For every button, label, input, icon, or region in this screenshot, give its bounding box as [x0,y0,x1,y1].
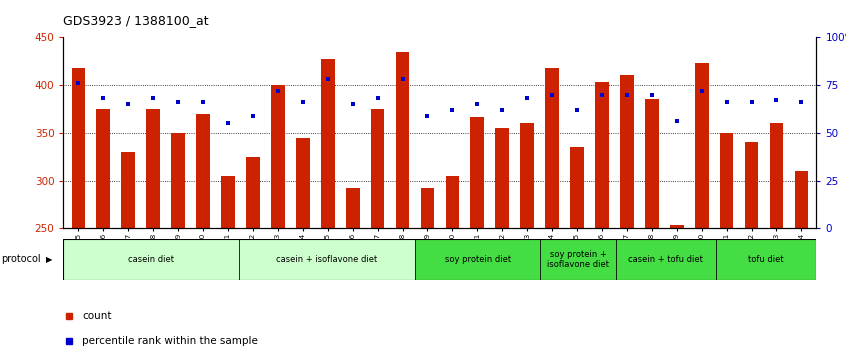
Bar [96,109,110,228]
Bar [72,68,85,228]
Bar [716,239,816,280]
Bar [446,176,459,228]
Text: ▶: ▶ [46,255,52,264]
Bar [171,133,185,228]
Bar [695,63,709,228]
Bar [321,59,334,228]
Bar [122,152,135,228]
Bar [246,156,260,228]
Bar [794,171,808,228]
Bar [520,123,534,228]
Bar [271,85,285,228]
Bar [415,239,541,280]
Text: GDS3923 / 1388100_at: GDS3923 / 1388100_at [63,14,209,27]
Bar [420,188,434,228]
Bar [541,239,616,280]
Bar [570,147,584,228]
Bar [770,123,783,228]
Bar [645,99,659,228]
Bar [146,109,160,228]
Text: casein diet: casein diet [129,255,174,264]
Text: casein + isoflavone diet: casein + isoflavone diet [277,255,377,264]
Bar [296,137,310,228]
Text: percentile rank within the sample: percentile rank within the sample [82,336,258,346]
Text: casein + tofu diet: casein + tofu diet [629,255,703,264]
Bar [546,68,559,228]
Bar [616,239,716,280]
Bar [239,239,415,280]
Text: protocol: protocol [1,254,41,264]
Bar [63,239,239,280]
Text: soy protein +
isoflavone diet: soy protein + isoflavone diet [547,250,609,269]
Bar [720,133,733,228]
Bar [670,225,684,228]
Bar [496,128,509,228]
Bar [595,82,609,228]
Bar [371,109,384,228]
Text: tofu diet: tofu diet [749,255,784,264]
Text: count: count [82,311,112,321]
Bar [346,188,360,228]
Bar [396,51,409,228]
Bar [620,75,634,228]
Bar [196,114,210,228]
Bar [744,142,758,228]
Bar [470,116,484,228]
Bar [221,176,235,228]
Text: soy protein diet: soy protein diet [444,255,511,264]
